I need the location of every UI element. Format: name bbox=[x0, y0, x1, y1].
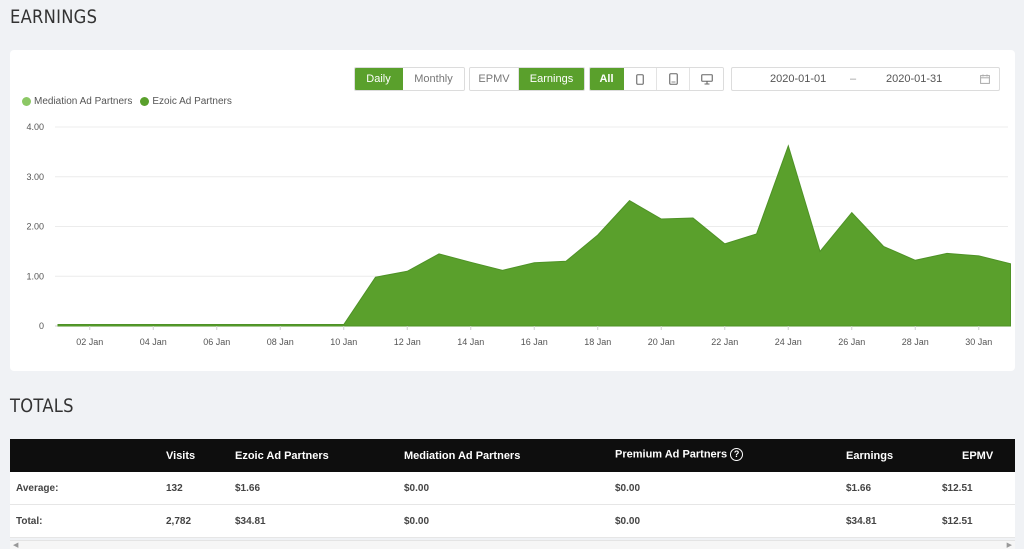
tablet-button[interactable] bbox=[624, 68, 657, 90]
x-tick-label: 24 Jan bbox=[775, 337, 802, 347]
y-tick-label: 4.00 bbox=[26, 122, 44, 132]
x-tick-label: 04 Jan bbox=[140, 337, 167, 347]
cell-earnings: $34.81 bbox=[846, 516, 877, 527]
header-earnings: Earnings bbox=[846, 450, 894, 462]
row-label: Total: bbox=[16, 516, 43, 527]
all-devices-button[interactable]: All bbox=[590, 68, 624, 90]
header-visits: Visits bbox=[166, 450, 196, 462]
x-tick-label: 16 Jan bbox=[521, 337, 548, 347]
cell-visits: 132 bbox=[166, 483, 183, 494]
cell-epmv: $12.51 bbox=[942, 516, 973, 527]
earnings-area-chart: 0 1.00 2.00 3.00 4.00 02 Jan 04 Jan 06 Jan 08 Ja… bbox=[26, 122, 1011, 347]
x-tick-label: 08 Jan bbox=[267, 337, 294, 347]
device-toggle: All bbox=[589, 67, 724, 91]
chart-legend: Mediation Ad Partners Ezoic Ad Partners bbox=[22, 96, 240, 107]
x-tick-label: 20 Jan bbox=[648, 337, 675, 347]
x-tick-label: 02 Jan bbox=[76, 337, 103, 347]
earnings-section-title: EARNINGS bbox=[10, 6, 98, 28]
y-tick-label: 0 bbox=[39, 321, 44, 331]
phone-icon bbox=[668, 73, 678, 85]
help-icon[interactable]: ? bbox=[730, 448, 744, 461]
y-tick-label: 1.00 bbox=[26, 271, 44, 281]
earnings-chart-card: Daily Monthly EPMV Earnings All 2020-01-… bbox=[10, 50, 1015, 371]
cell-ezoic: $1.66 bbox=[235, 483, 261, 494]
table-row: Total: 2,782 $34.81 $0.00 $0.00 $34.81 $… bbox=[10, 505, 1015, 538]
header-premium-label: Premium Ad Partners bbox=[615, 448, 728, 461]
legend-label: Mediation Ad Partners bbox=[34, 96, 133, 107]
row-label: Average: bbox=[16, 483, 59, 494]
x-tick-label: 14 Jan bbox=[457, 337, 484, 347]
table-row: Average: 132 $1.66 $0.00 $0.00 $1.66 $12… bbox=[10, 472, 1015, 505]
y-tick-label: 2.00 bbox=[26, 222, 44, 232]
header-premium: Premium Ad Partners? bbox=[615, 448, 744, 461]
legend-dot-icon bbox=[22, 97, 31, 106]
metric-toggle: EPMV Earnings bbox=[469, 67, 585, 91]
x-tick-label: 12 Jan bbox=[394, 337, 421, 347]
scroll-right-icon[interactable]: ▶ bbox=[1006, 542, 1012, 549]
scroll-left-icon[interactable]: ◀ bbox=[13, 542, 19, 549]
monthly-button[interactable]: Monthly bbox=[403, 68, 464, 90]
date-start[interactable]: 2020-01-01 bbox=[770, 73, 827, 85]
totals-table: Visits Ezoic Ad Partners Mediation Ad Pa… bbox=[10, 439, 1015, 538]
tablet-icon bbox=[636, 73, 644, 85]
earnings-button[interactable]: Earnings bbox=[519, 68, 584, 90]
header-epmv: EPMV bbox=[962, 450, 994, 462]
daily-button[interactable]: Daily bbox=[355, 68, 403, 90]
cell-epmv: $12.51 bbox=[942, 483, 973, 494]
cell-premium: $0.00 bbox=[615, 483, 641, 494]
date-range-picker[interactable]: 2020-01-01 – 2020-01-31 bbox=[731, 67, 1000, 91]
x-tick-label: 30 Jan bbox=[965, 337, 992, 347]
period-toggle: Daily Monthly bbox=[354, 67, 465, 91]
cell-premium: $0.00 bbox=[615, 516, 641, 527]
x-tick-label: 26 Jan bbox=[838, 337, 865, 347]
cell-visits: 2,782 bbox=[166, 516, 192, 527]
cell-earnings: $1.66 bbox=[846, 483, 872, 494]
phone-button[interactable] bbox=[657, 68, 690, 90]
legend-item-ezoic[interactable]: Ezoic Ad Partners bbox=[140, 96, 232, 107]
y-tick-label: 3.00 bbox=[26, 172, 44, 182]
date-end[interactable]: 2020-01-31 bbox=[886, 73, 943, 85]
legend-item-mediation[interactable]: Mediation Ad Partners bbox=[22, 96, 132, 107]
totals-section-title: TOTALS bbox=[10, 395, 74, 417]
desktop-button[interactable] bbox=[690, 68, 723, 90]
series-area-ezoic bbox=[57, 144, 1011, 327]
x-tick-label: 06 Jan bbox=[203, 337, 230, 347]
cell-mediation: $0.00 bbox=[404, 483, 430, 494]
x-tick-label: 10 Jan bbox=[330, 337, 357, 347]
header-ezoic: Ezoic Ad Partners bbox=[235, 450, 329, 462]
header-mediation: Mediation Ad Partners bbox=[404, 450, 521, 462]
legend-label: Ezoic Ad Partners bbox=[152, 96, 232, 107]
cell-ezoic: $34.81 bbox=[235, 516, 266, 527]
x-tick-label: 28 Jan bbox=[902, 337, 929, 347]
horizontal-scrollbar[interactable]: ◀ ▶ bbox=[10, 540, 1015, 549]
x-tick-label: 18 Jan bbox=[584, 337, 611, 347]
table-header-row: Visits Ezoic Ad Partners Mediation Ad Pa… bbox=[10, 439, 1015, 472]
cell-mediation: $0.00 bbox=[404, 516, 430, 527]
legend-dot-icon bbox=[140, 97, 150, 106]
x-tick-label: 22 Jan bbox=[711, 337, 738, 347]
desktop-icon bbox=[700, 73, 713, 85]
calendar-icon[interactable] bbox=[980, 74, 990, 84]
date-separator: – bbox=[850, 73, 857, 85]
epmv-button[interactable]: EPMV bbox=[470, 68, 519, 90]
